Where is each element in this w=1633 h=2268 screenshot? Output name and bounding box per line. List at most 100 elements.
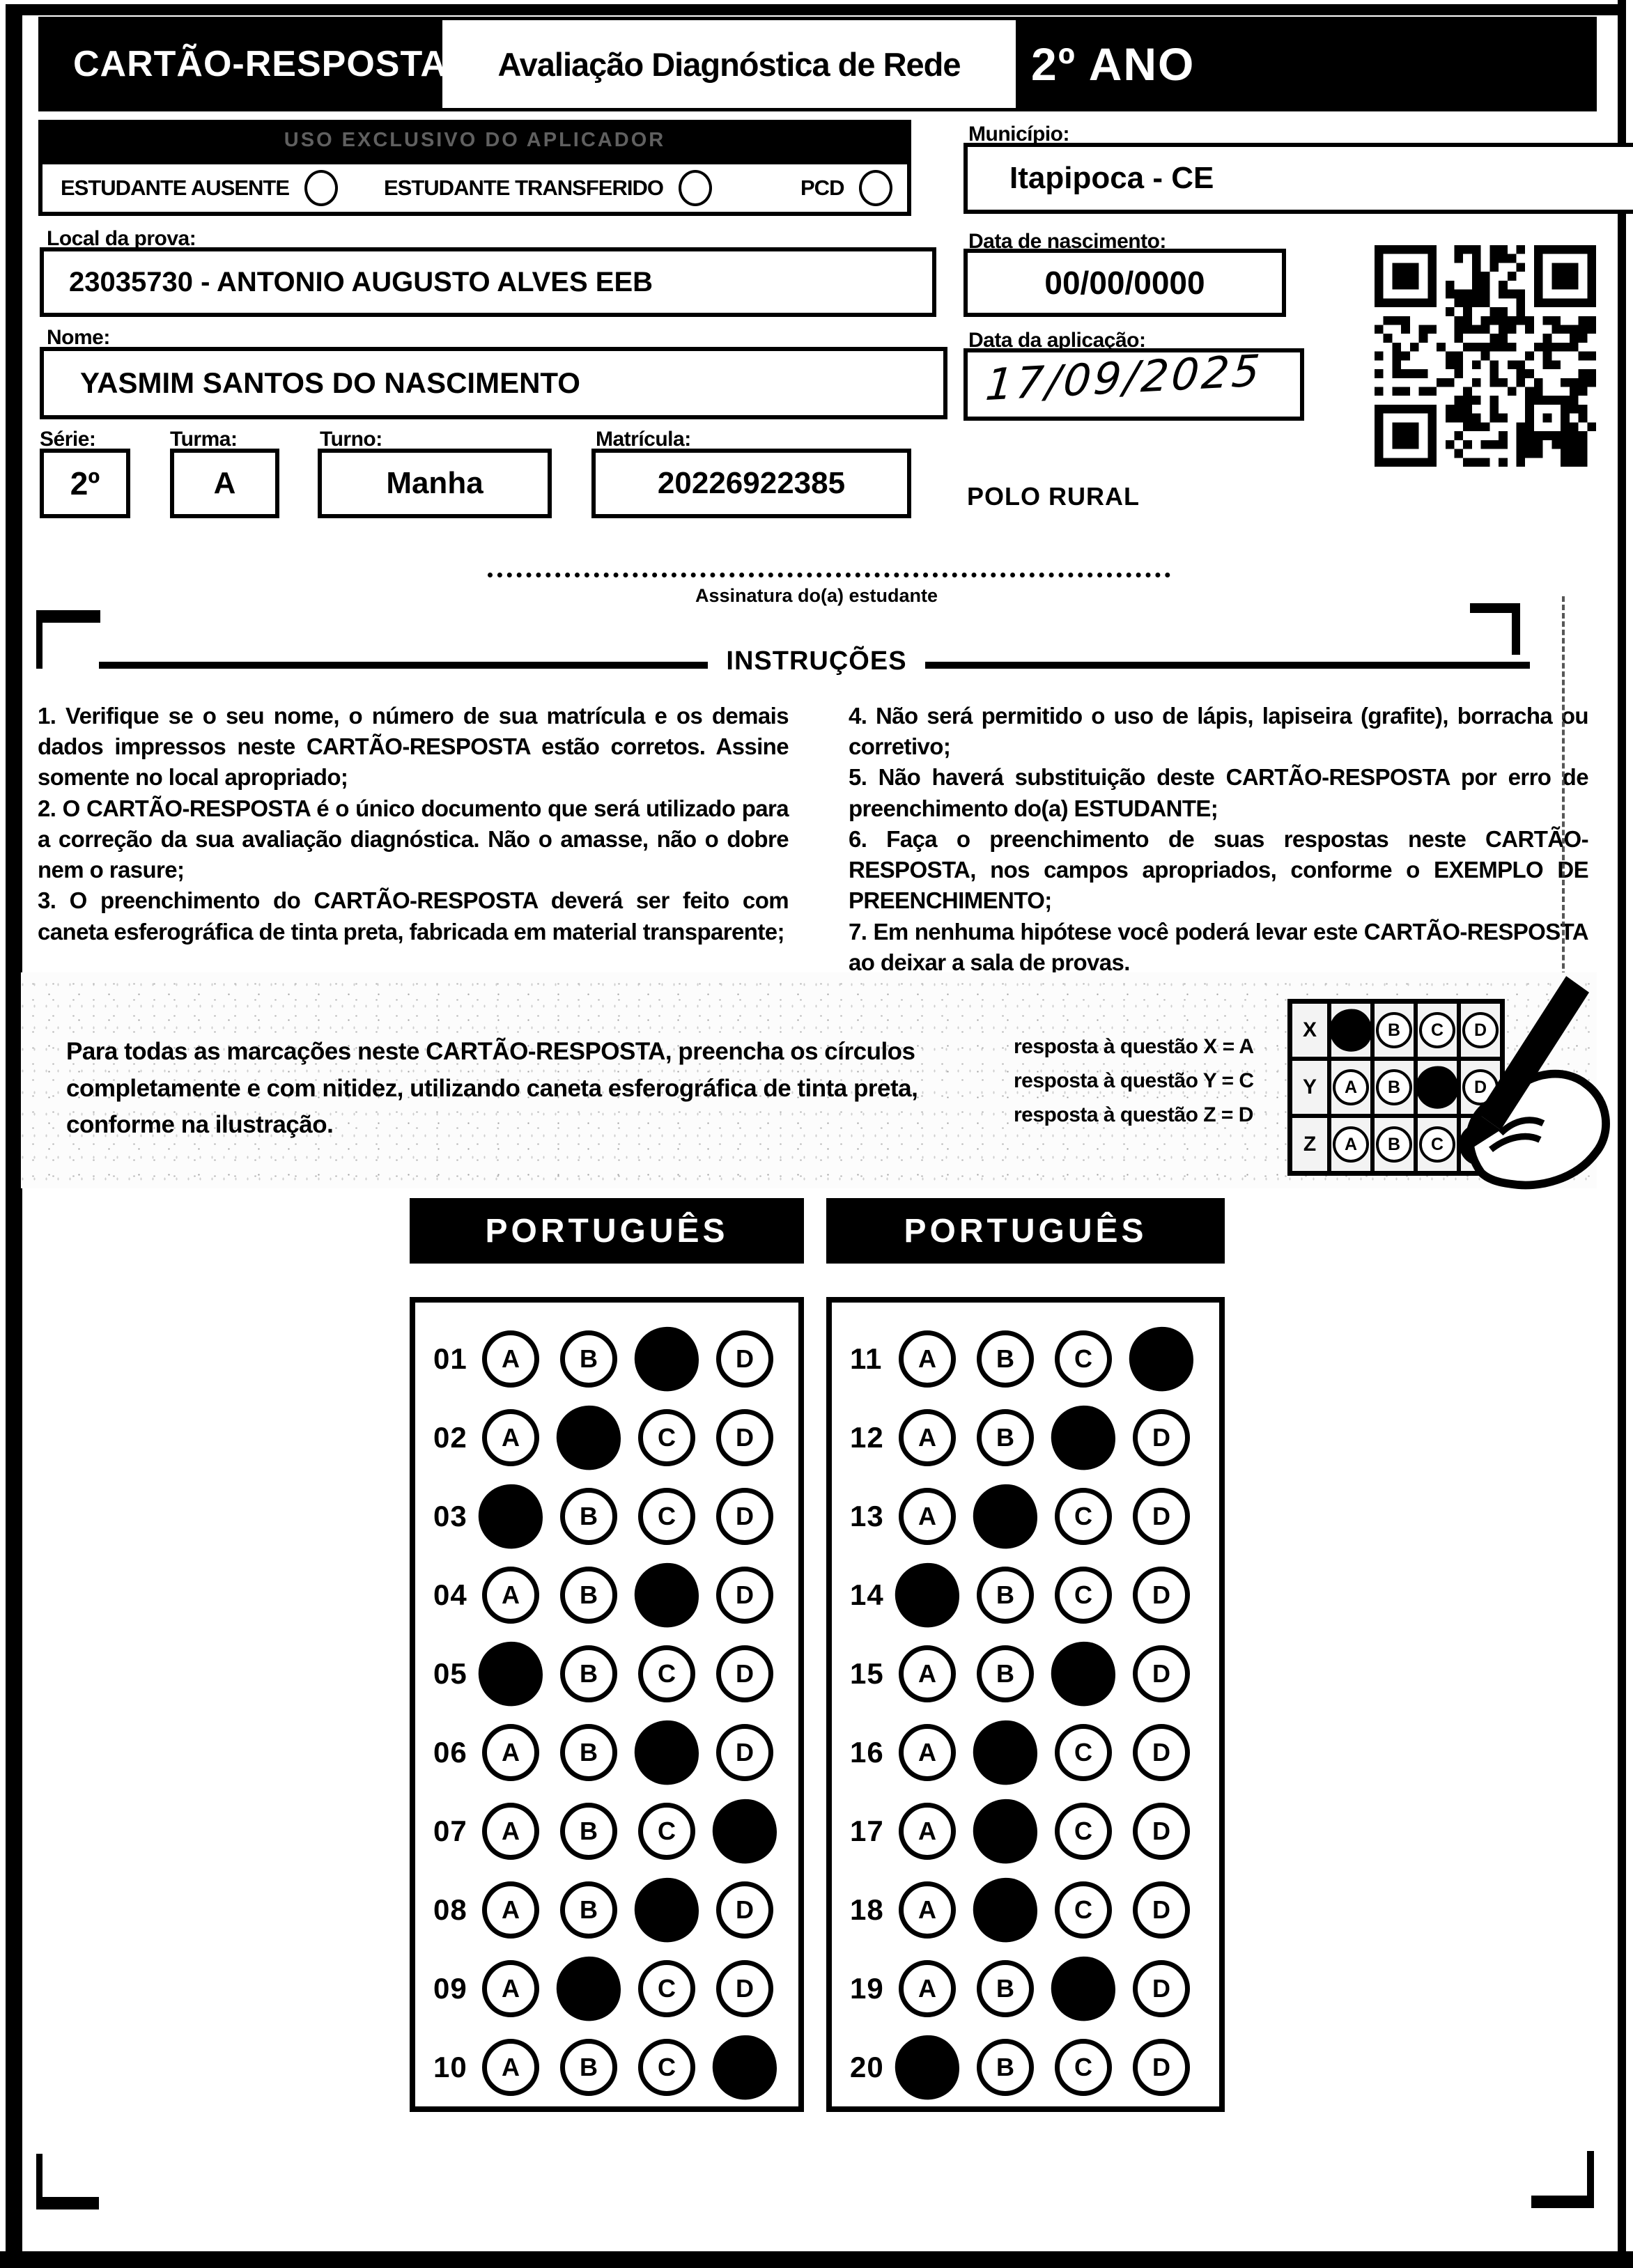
- bubble-d[interactable]: D: [716, 1566, 773, 1624]
- example-bubble-a-filled[interactable]: [1326, 1006, 1375, 1055]
- bubble-d[interactable]: D: [1133, 1881, 1190, 1939]
- bubble-a-filled[interactable]: [473, 1636, 548, 1711]
- bubble-a[interactable]: A: [482, 1723, 539, 1781]
- applicator-option-bubble[interactable]: [678, 170, 712, 206]
- bubble-d[interactable]: D: [1133, 1723, 1190, 1781]
- applicator-option-bubble[interactable]: [304, 170, 339, 206]
- bubble-b[interactable]: B: [977, 1408, 1034, 1466]
- bubble-d-filled[interactable]: [1124, 1321, 1199, 1396]
- bubble-a[interactable]: A: [482, 1802, 539, 1860]
- bubble-c[interactable]: C: [638, 1408, 695, 1466]
- bubble-b-filled[interactable]: [551, 1400, 626, 1475]
- bubble-c[interactable]: C: [1055, 1881, 1112, 1939]
- bubble-d[interactable]: D: [1133, 1408, 1190, 1466]
- bubble-b-filled[interactable]: [968, 1479, 1043, 1553]
- bubble-d[interactable]: D: [1133, 1566, 1190, 1624]
- bubble-b[interactable]: B: [560, 1330, 617, 1388]
- bubble-d-filled[interactable]: [707, 2030, 782, 2104]
- question-number: 04: [433, 1578, 467, 1611]
- applicator-option-bubble[interactable]: [859, 170, 893, 206]
- bubble-a[interactable]: A: [899, 1645, 956, 1702]
- bubble-b[interactable]: B: [560, 2038, 617, 2096]
- bubble-c[interactable]: C: [1055, 1330, 1112, 1388]
- bubble-c[interactable]: C: [1055, 2038, 1112, 2096]
- bubble-c[interactable]: C: [638, 1645, 695, 1702]
- bubble-c[interactable]: C: [1055, 1723, 1112, 1781]
- bubble-c-filled[interactable]: [629, 1321, 704, 1396]
- bubble-b-filled[interactable]: [551, 1951, 626, 2026]
- bubble-c[interactable]: C: [1055, 1487, 1112, 1545]
- bubble-d[interactable]: D: [716, 1645, 773, 1702]
- bubble-c-filled[interactable]: [629, 1558, 704, 1632]
- answer-row: 11 A B C: [832, 1319, 1219, 1398]
- example-bubble-d[interactable]: D: [1462, 1012, 1499, 1048]
- bubble-b[interactable]: B: [560, 1645, 617, 1702]
- bubble-b[interactable]: B: [977, 1566, 1034, 1624]
- turma-value: A: [213, 466, 236, 500]
- bubble-d[interactable]: D: [716, 1330, 773, 1388]
- bubble-b[interactable]: B: [560, 1566, 617, 1624]
- bubble-a[interactable]: A: [899, 1487, 956, 1545]
- example-bubble-c[interactable]: C: [1419, 1012, 1455, 1048]
- bubble-a[interactable]: A: [482, 2038, 539, 2096]
- bubble-d[interactable]: D: [716, 1723, 773, 1781]
- example-bubble-a[interactable]: A: [1333, 1126, 1369, 1163]
- bubble-c[interactable]: C: [1055, 1802, 1112, 1860]
- bubble-b[interactable]: B: [560, 1723, 617, 1781]
- bubble-d[interactable]: D: [1133, 1487, 1190, 1545]
- bubble-a-filled[interactable]: [890, 1558, 965, 1632]
- instructions-title: INSTRUÇÕES: [726, 646, 907, 676]
- bubble-a[interactable]: A: [899, 1802, 956, 1860]
- bubble-b-filled[interactable]: [968, 1794, 1043, 1868]
- example-bubble-b[interactable]: B: [1376, 1069, 1412, 1105]
- bubble-c-filled[interactable]: [1046, 1400, 1121, 1475]
- bubble-d[interactable]: D: [1133, 1959, 1190, 2017]
- bubble-d[interactable]: D: [716, 1487, 773, 1545]
- bubble-c-filled[interactable]: [1046, 1951, 1121, 2026]
- bubble-d-filled[interactable]: [707, 1794, 782, 1868]
- bubble-a[interactable]: A: [899, 1881, 956, 1939]
- bubble-b[interactable]: B: [560, 1487, 617, 1545]
- bubble-c[interactable]: C: [1055, 1566, 1112, 1624]
- bubble-a[interactable]: A: [899, 1723, 956, 1781]
- bubble-b-filled[interactable]: [968, 1715, 1043, 1789]
- bubble-a[interactable]: A: [482, 1959, 539, 2017]
- bubble-c-filled[interactable]: [1046, 1636, 1121, 1711]
- bubble-c-filled[interactable]: [629, 1872, 704, 1947]
- example-bubble-b[interactable]: B: [1376, 1012, 1412, 1048]
- bubble-a[interactable]: A: [482, 1881, 539, 1939]
- bubble-c-filled[interactable]: [629, 1715, 704, 1789]
- bubble-a-filled[interactable]: [890, 2030, 965, 2104]
- bubble-b[interactable]: B: [977, 1330, 1034, 1388]
- bubble-a[interactable]: A: [482, 1408, 539, 1466]
- example-bubble-b[interactable]: B: [1376, 1126, 1412, 1163]
- crop-mark-top-left: [36, 610, 100, 623]
- bubble-a[interactable]: A: [899, 1959, 956, 2017]
- example-bubble-a[interactable]: A: [1333, 1069, 1369, 1105]
- bubble-b[interactable]: B: [977, 2038, 1034, 2096]
- bubble-c[interactable]: C: [638, 1487, 695, 1545]
- bubble-d[interactable]: D: [716, 1408, 773, 1466]
- bubble-c[interactable]: C: [638, 2038, 695, 2096]
- bubble-b[interactable]: B: [977, 1959, 1034, 2017]
- instruction-item: 7. Em nenhuma hipótese você poderá levar…: [849, 918, 1589, 975]
- signature-line[interactable]: [488, 573, 1170, 577]
- bubble-a-filled[interactable]: [473, 1479, 548, 1553]
- bubble-a[interactable]: A: [899, 1330, 956, 1388]
- bubble-a[interactable]: A: [482, 1330, 539, 1388]
- bubble-b[interactable]: B: [977, 1645, 1034, 1702]
- example-bubble-c[interactable]: C: [1419, 1126, 1455, 1163]
- bubble-d[interactable]: D: [716, 1959, 773, 2017]
- bubble-d[interactable]: D: [1133, 2038, 1190, 2096]
- bubble-c[interactable]: C: [638, 1802, 695, 1860]
- bubble-d[interactable]: D: [1133, 1802, 1190, 1860]
- bubble-b-filled[interactable]: [968, 1872, 1043, 1947]
- bubble-a[interactable]: A: [482, 1566, 539, 1624]
- bubble-a[interactable]: A: [899, 1408, 956, 1466]
- aplicacao-box[interactable]: 17/09/2025: [963, 344, 1304, 421]
- bubble-b[interactable]: B: [560, 1881, 617, 1939]
- bubble-b[interactable]: B: [560, 1802, 617, 1860]
- bubble-d[interactable]: D: [1133, 1645, 1190, 1702]
- bubble-c[interactable]: C: [638, 1959, 695, 2017]
- bubble-d[interactable]: D: [716, 1881, 773, 1939]
